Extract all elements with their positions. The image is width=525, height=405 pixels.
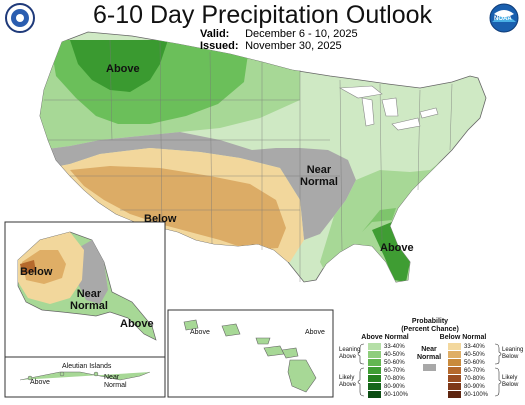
page-title: 6-10 Day Precipitation Outlook [92,1,433,29]
legend-above-range-2: 40-50% [384,352,405,358]
label-above-ak: Above [120,318,154,330]
legend-below-range-3: 50-60% [464,360,485,366]
legend-below-swatches [448,343,461,398]
state-borders [44,39,453,282]
legend-near-swatch [423,364,436,371]
legend-below-range-6: 80-90% [464,384,485,390]
legend-above-range-1: 33-40% [384,344,405,350]
issued-label: Issued: [200,40,239,52]
legend-likely-above: Likely Above [339,375,357,388]
legend-leaning-below: Leaning Below [502,347,524,360]
label-aleutian-above: Above [30,379,50,386]
label-aleutian-title: Aleutian Islands [62,363,112,370]
great-lakes [338,85,439,131]
legend-braces [357,343,502,397]
legend-above-range-7: 90-100% [384,392,409,398]
valid-label: Valid: [200,28,230,40]
legend-below-range-5: 70-80% [464,376,485,382]
zone-near-normal [40,132,356,240]
legend-below-range-1: 33-40% [464,344,485,350]
seal-icon [5,3,35,33]
legend-above-range-3: 50-60% [384,360,405,366]
label-near-normal-central: Near Normal [300,164,338,188]
legend-below-header: Below Normal [439,334,487,341]
label-above-se: Above [380,242,414,254]
legend-below-range-2: 40-50% [464,352,485,358]
issued-date: November 30, 2025 [245,40,342,52]
legend-above-range-6: 80-90% [384,384,405,390]
legend-title: Probability (Percent Chance) [401,318,459,333]
label-below-ak: Below [20,266,53,278]
legend-near-header: Near Normal [416,346,442,361]
legend-below-range-4: 60-70% [464,368,485,374]
legend-above-swatches [368,343,381,398]
legend-likely-below: Likely Below [502,375,519,388]
label-near-normal-ak: Near Normal [70,288,108,312]
alaska-below-40-50 [22,250,66,284]
legend-below-range-7: 90-100% [464,392,489,398]
label-above-nw: Above [106,63,140,75]
noaa-icon [489,3,519,33]
zone-below-40-50 [70,166,286,250]
label-below-sw: Below [144,213,177,225]
alaska-near-normal [76,240,108,304]
issued-line: Issued: November 30, 2025 [200,40,342,52]
label-hawaii-above-1: Above [190,329,210,336]
legend-above-range-4: 60-70% [384,368,405,374]
valid-dates: December 6 - 10, 2025 [245,28,358,40]
zone-above-se-40-50 [362,208,396,232]
alaska-below-60-70 [20,260,36,274]
legend-above-range-5: 70-80% [384,376,405,382]
label-aleutian-near-normal: Near Normal [104,374,127,389]
legend-above-header: Above Normal [361,334,409,341]
label-hawaii-above-2: Above [305,329,325,336]
noaa-logo-text: NOAA [494,16,512,22]
zone-above-60-70 [70,40,168,92]
aleutian-islands-shape [19,371,151,381]
valid-line: Valid: December 6 - 10, 2025 [200,28,358,40]
legend-leaning-above: Leaning Above [339,347,361,360]
hawaii-islands [183,319,317,393]
